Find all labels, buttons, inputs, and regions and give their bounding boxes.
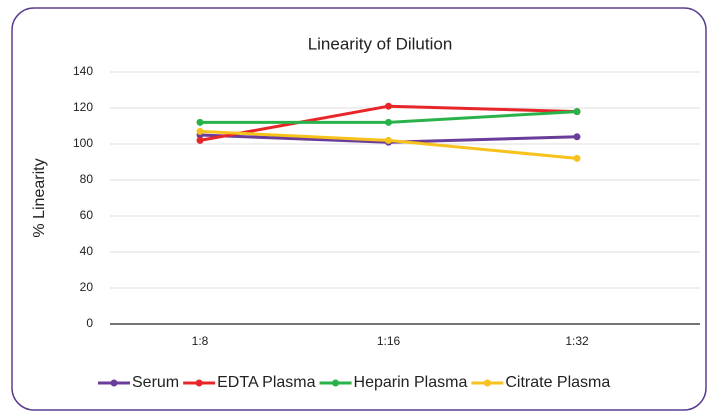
data-point (196, 118, 204, 126)
legend-marker (332, 379, 340, 387)
y-tick-label: 20 (80, 280, 94, 294)
legend-label: Citrate Plasma (505, 374, 610, 391)
legend-marker (195, 379, 203, 387)
legend-label: Heparin Plasma (354, 374, 468, 391)
x-tick-label: 1:8 (192, 334, 209, 348)
y-tick-label: 0 (86, 316, 93, 330)
legend-marker (110, 379, 118, 387)
data-point (196, 136, 204, 144)
data-point (573, 108, 581, 116)
y-tick-label: 80 (80, 172, 94, 186)
y-tick-label: 40 (80, 244, 94, 258)
x-tick-label: 1:16 (377, 334, 401, 348)
y-tick-label: 120 (73, 100, 93, 114)
legend-marker (483, 379, 491, 387)
chart-border (11, 7, 707, 411)
data-point (196, 127, 204, 135)
chart-title: Linearity of Dilution (308, 34, 453, 53)
y-axis-label: % Linearity (31, 158, 48, 237)
y-tick-label: 60 (80, 208, 94, 222)
data-point (573, 154, 581, 162)
data-point (385, 136, 392, 144)
y-tick-label: 100 (73, 136, 93, 150)
data-point (573, 133, 581, 141)
data-point (385, 102, 392, 110)
data-point (385, 118, 392, 126)
y-tick-label: 140 (73, 64, 93, 78)
legend-label: EDTA Plasma (217, 374, 316, 391)
legend-label: Serum (132, 374, 179, 391)
x-tick-label: 1:32 (565, 334, 589, 348)
